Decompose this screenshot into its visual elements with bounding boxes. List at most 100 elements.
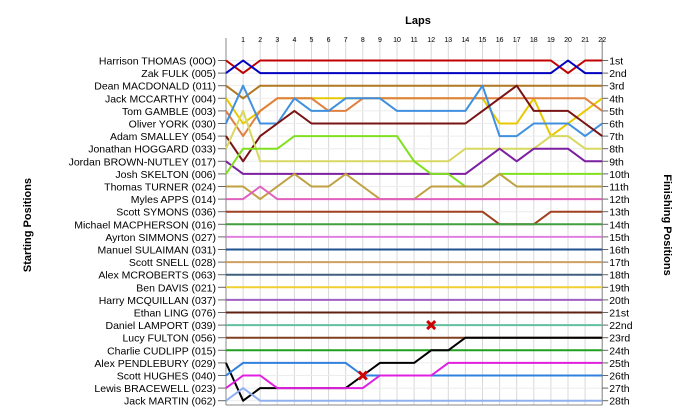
- finish-label: 2nd: [609, 68, 627, 80]
- start-label: Charlie CUDLIPP (015): [107, 345, 216, 357]
- start-label: Dean MACDONALD (011): [94, 81, 216, 93]
- start-label: Ayrton SIMMONS (027): [105, 232, 216, 244]
- finishing-position-labels: 1st2nd3rd4th5th6th7th8th9th10th11th12th1…: [602, 56, 633, 408]
- start-label: Lucy FULTON (056): [122, 333, 216, 345]
- finish-label: 23rd: [609, 333, 630, 345]
- lap-tick-label: 11: [410, 37, 417, 44]
- start-label: Tom GAMBLE (003): [122, 106, 216, 118]
- lap-tick-label: 20: [564, 37, 572, 44]
- finish-label: 13th: [609, 207, 630, 219]
- lap-tick-label: 8: [361, 37, 365, 44]
- lap-tick-label: 15: [479, 37, 487, 44]
- start-label: Michael MACPHERSON (016): [74, 219, 216, 231]
- finish-label: 9th: [609, 156, 624, 168]
- series-line: [225, 387, 603, 402]
- start-label: Lewis BRACEWELL (023): [94, 383, 216, 395]
- retirement-marker: [426, 320, 437, 331]
- finish-label: 10th: [609, 169, 630, 181]
- finish-label: 22nd: [609, 320, 633, 332]
- series-line: [225, 59, 603, 75]
- start-label: Oliver YORK (030): [129, 119, 216, 131]
- start-label: Zak FULK (005): [141, 68, 216, 80]
- retirement-marker: [357, 370, 368, 381]
- finish-label: 15th: [609, 232, 630, 244]
- start-label: Ethan LING (076): [134, 308, 216, 320]
- finish-label: 20th: [609, 295, 630, 307]
- lap-tick-labels: 1 2 3 4 5 6 7 8 9 10 11 12 13 14 15 16 17 18 19 20 21 22: [241, 37, 606, 44]
- lap-tick-label: 4: [292, 37, 296, 44]
- start-label: Josh SKELTON (006): [115, 169, 216, 181]
- lap-tick-label: 7: [344, 37, 348, 44]
- lap-tick-label: 2: [258, 37, 262, 44]
- retirement-markers: [357, 320, 437, 381]
- series-lines: [225, 59, 603, 402]
- finish-label: 3rd: [609, 81, 624, 93]
- lap-tick-label: 19: [547, 37, 555, 44]
- finish-label: 19th: [609, 282, 630, 294]
- start-label: Manuel SULAIMAN (031): [98, 245, 216, 257]
- lap-tick-label: 6: [327, 37, 331, 44]
- finish-label: 6th: [609, 119, 624, 131]
- finish-label: 28th: [609, 396, 630, 408]
- start-label: Jack MCCARTHY (004): [105, 93, 216, 105]
- finish-label: 27th: [609, 383, 630, 395]
- start-label: Alex MCROBERTS (063): [98, 270, 216, 282]
- lap-tick-label: 14: [462, 37, 470, 44]
- start-label: Scott SNELL (028): [129, 257, 216, 269]
- start-label: Harry MCQUILLAN (037): [99, 295, 216, 307]
- finish-label: 5th: [609, 106, 624, 118]
- finish-label: 12th: [609, 194, 630, 206]
- lap-tick-label: 12: [427, 37, 435, 44]
- finish-label: 18th: [609, 270, 630, 282]
- starting-position-labels: Harrison THOMAS (00O)Zak FULK (005)Dean …: [69, 56, 226, 408]
- series-line: [225, 59, 603, 75]
- finish-label: 26th: [609, 371, 630, 383]
- finish-label: 4th: [609, 93, 624, 105]
- start-label: Ben DAVIS (021): [136, 282, 216, 294]
- start-label: Jordan BROWN-NUTLEY (017): [69, 156, 216, 168]
- y-axis-left-label: Starting Positions: [22, 178, 34, 272]
- lap-tick-label: 9: [378, 37, 382, 44]
- finish-label: 1st: [609, 56, 623, 68]
- start-label: Adam SMALLEY (054): [110, 131, 216, 143]
- lap-tick-label: 17: [513, 37, 521, 44]
- finish-label: 7th: [609, 131, 624, 143]
- lap-tick-label: 16: [496, 37, 504, 44]
- finish-label: 16th: [609, 245, 630, 257]
- start-label: Daniel LAMPORT (039): [106, 320, 217, 332]
- chart-title: Laps: [405, 15, 431, 27]
- series-line: [225, 84, 603, 138]
- lap-tick-label: 22: [598, 37, 606, 44]
- finish-label: 21st: [609, 308, 629, 320]
- lap-tick-label: 18: [530, 37, 538, 44]
- series-line: [226, 210, 603, 226]
- lap-tick-label: 1: [241, 37, 245, 44]
- start-label: Thomas TURNER (024): [104, 182, 216, 194]
- series-line: [225, 97, 603, 138]
- series-line: [225, 84, 603, 163]
- lap-tick-label: 5: [310, 37, 314, 44]
- finish-label: 24th: [609, 345, 630, 357]
- y-axis-right-label: Finishing Positions: [661, 174, 673, 275]
- start-label: Jonathan HOGGARD (033): [88, 144, 216, 156]
- series-line: [225, 84, 603, 100]
- lap-tick-label: 21: [581, 37, 589, 44]
- start-label: Myles APPS (014): [131, 194, 216, 206]
- finish-label: 25th: [609, 358, 630, 370]
- start-label: Alex PENDLEBURY (029): [94, 358, 216, 370]
- series-line: [225, 361, 603, 390]
- lap-tick-label: 3: [275, 37, 279, 44]
- finish-label: 11th: [609, 182, 629, 194]
- start-label: Scott HUGHES (040): [117, 371, 216, 383]
- lap-tick-label: 10: [393, 37, 401, 44]
- start-label: Jack MARTIN (062): [124, 396, 216, 408]
- finish-label: 14th: [609, 219, 630, 231]
- series-line: [225, 135, 603, 188]
- series-line: [226, 185, 603, 201]
- start-label: Scott SYMONS (036): [116, 207, 216, 219]
- finish-label: 8th: [609, 144, 624, 156]
- finish-label: 17th: [609, 257, 630, 269]
- start-label: Harrison THOMAS (00O): [99, 56, 216, 68]
- series-line: [225, 147, 603, 175]
